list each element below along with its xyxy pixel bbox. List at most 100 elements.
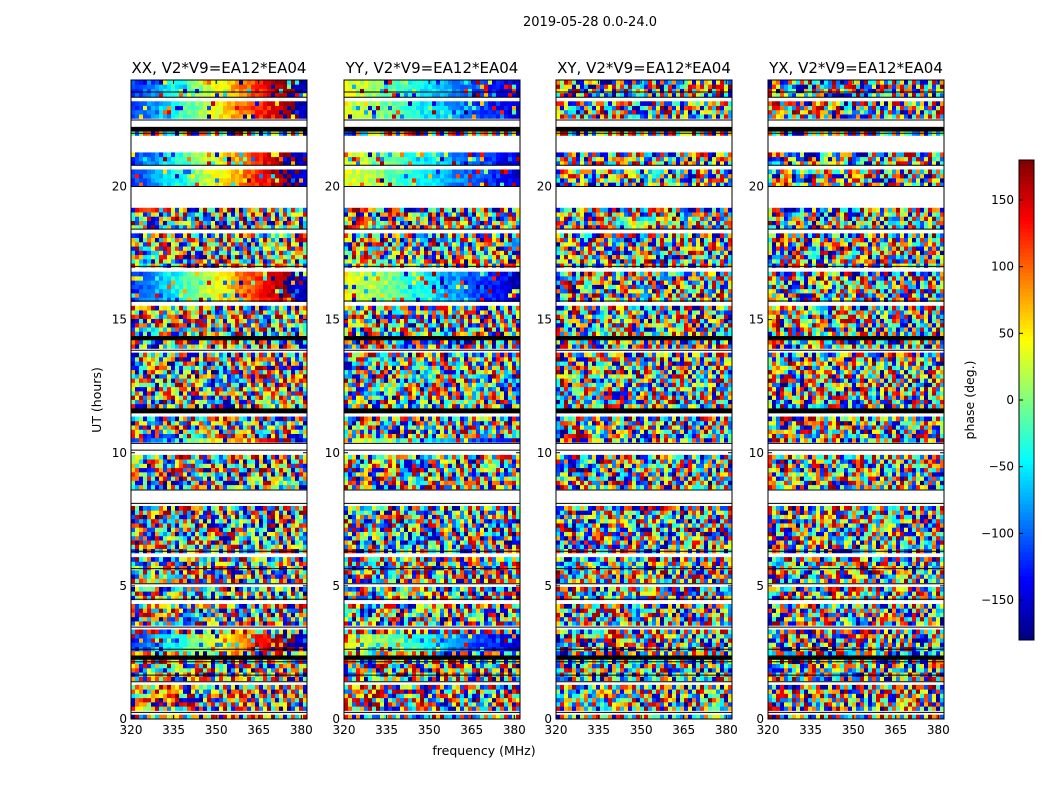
heatmap-cell	[223, 434, 227, 439]
heatmap-cell	[275, 361, 279, 366]
heatmap-cell	[159, 421, 163, 426]
heatmap-cell	[187, 472, 191, 477]
heatmap-cell	[183, 212, 187, 217]
heatmap-cell	[207, 604, 211, 609]
heatmap-cell	[147, 387, 151, 392]
heatmap-cell	[251, 672, 255, 677]
heatmap-cell	[171, 400, 175, 405]
heatmap-cell	[179, 613, 183, 618]
heatmap-cell	[215, 557, 219, 562]
heatmap-cell	[155, 382, 159, 387]
heatmap-cell	[235, 459, 239, 464]
heatmap-cell	[259, 668, 263, 673]
heatmap-cell	[147, 617, 151, 622]
heatmap-cell	[155, 387, 159, 392]
heatmap-cell	[283, 336, 287, 341]
heatmap-cell	[179, 289, 183, 294]
heatmap-cell	[159, 485, 163, 490]
heatmap-cell	[135, 370, 139, 375]
heatmap-cell	[231, 429, 235, 434]
heatmap-cell	[159, 336, 163, 341]
heatmap-cell	[219, 642, 223, 647]
heatmap-cell	[247, 319, 251, 324]
heatmap-cell	[231, 212, 235, 217]
heatmap-cell	[255, 284, 259, 289]
heatmap-cell	[155, 212, 159, 217]
heatmap-cell	[215, 408, 219, 413]
heatmap-cell	[235, 664, 239, 669]
heatmap-cell	[267, 608, 271, 613]
heatmap-cell	[295, 613, 299, 618]
heatmap-cell	[227, 378, 231, 383]
heatmap-cell	[291, 110, 295, 115]
heatmap-cell	[159, 608, 163, 613]
heatmap-cell	[211, 578, 215, 583]
heatmap-cell	[191, 510, 195, 515]
heatmap-cell	[211, 114, 215, 119]
heatmap-cell	[203, 472, 207, 477]
heatmap-cell	[255, 152, 259, 157]
heatmap-cell	[267, 250, 271, 255]
heatmap-cell	[211, 327, 215, 332]
heatmap-cell	[171, 672, 175, 677]
heatmap-cell	[187, 216, 191, 221]
heatmap-cell	[263, 331, 267, 336]
heatmap-cell	[215, 676, 219, 681]
heatmap-cell	[187, 169, 191, 174]
heatmap-cell	[167, 212, 171, 217]
heatmap-cell	[299, 561, 303, 566]
heatmap-cell	[195, 570, 199, 575]
heatmap-cell	[139, 365, 143, 370]
heatmap-cell	[175, 255, 179, 260]
heatmap-cell	[287, 336, 291, 341]
heatmap-cell	[259, 221, 263, 226]
heatmap-cell	[255, 370, 259, 375]
heatmap-cell	[291, 242, 295, 247]
heatmap-cell	[223, 110, 227, 115]
heatmap-cell	[231, 630, 235, 635]
heatmap-cell	[235, 314, 239, 319]
heatmap-cell	[227, 284, 231, 289]
heatmap-cell	[147, 340, 151, 345]
heatmap-cell	[179, 510, 183, 515]
heatmap-cell	[291, 391, 295, 396]
heatmap-cell	[167, 638, 171, 643]
heatmap-cell	[167, 438, 171, 443]
heatmap-cell	[179, 250, 183, 255]
heatmap-cell	[163, 293, 167, 298]
heatmap-cell	[227, 672, 231, 677]
heatmap-cell	[235, 693, 239, 698]
heatmap-cell	[231, 480, 235, 485]
heatmap-cell	[131, 630, 135, 635]
heatmap-cell	[163, 250, 167, 255]
heatmap-cell	[147, 174, 151, 179]
heatmap-cell	[227, 152, 231, 157]
heatmap-cell	[139, 578, 143, 583]
heatmap-cell	[191, 519, 195, 524]
heatmap-cell	[271, 276, 275, 281]
heatmap-cell	[163, 233, 167, 238]
heatmap-cell	[263, 255, 267, 260]
heatmap-cell	[175, 570, 179, 575]
heatmap-cell	[243, 310, 247, 315]
heatmap-cell	[263, 693, 267, 698]
heatmap-cell	[223, 664, 227, 669]
heatmap-cell	[279, 370, 283, 375]
heatmap-cell	[227, 570, 231, 575]
heatmap-cell	[167, 391, 171, 396]
heatmap-cell	[251, 221, 255, 226]
heatmap-cell	[187, 689, 191, 694]
heatmap-cell	[203, 617, 207, 622]
heatmap-cell	[259, 319, 263, 324]
heatmap-cell	[147, 157, 151, 162]
heatmap-cell	[191, 310, 195, 315]
heatmap-cell	[223, 255, 227, 260]
heatmap-cell	[151, 216, 155, 221]
heatmap-cell	[131, 212, 135, 217]
heatmap-cell	[231, 404, 235, 409]
heatmap-cell	[191, 617, 195, 622]
heatmap-cell	[287, 523, 291, 528]
heatmap-cell	[207, 532, 211, 537]
heatmap-cell	[159, 233, 163, 238]
heatmap-cell	[299, 557, 303, 562]
